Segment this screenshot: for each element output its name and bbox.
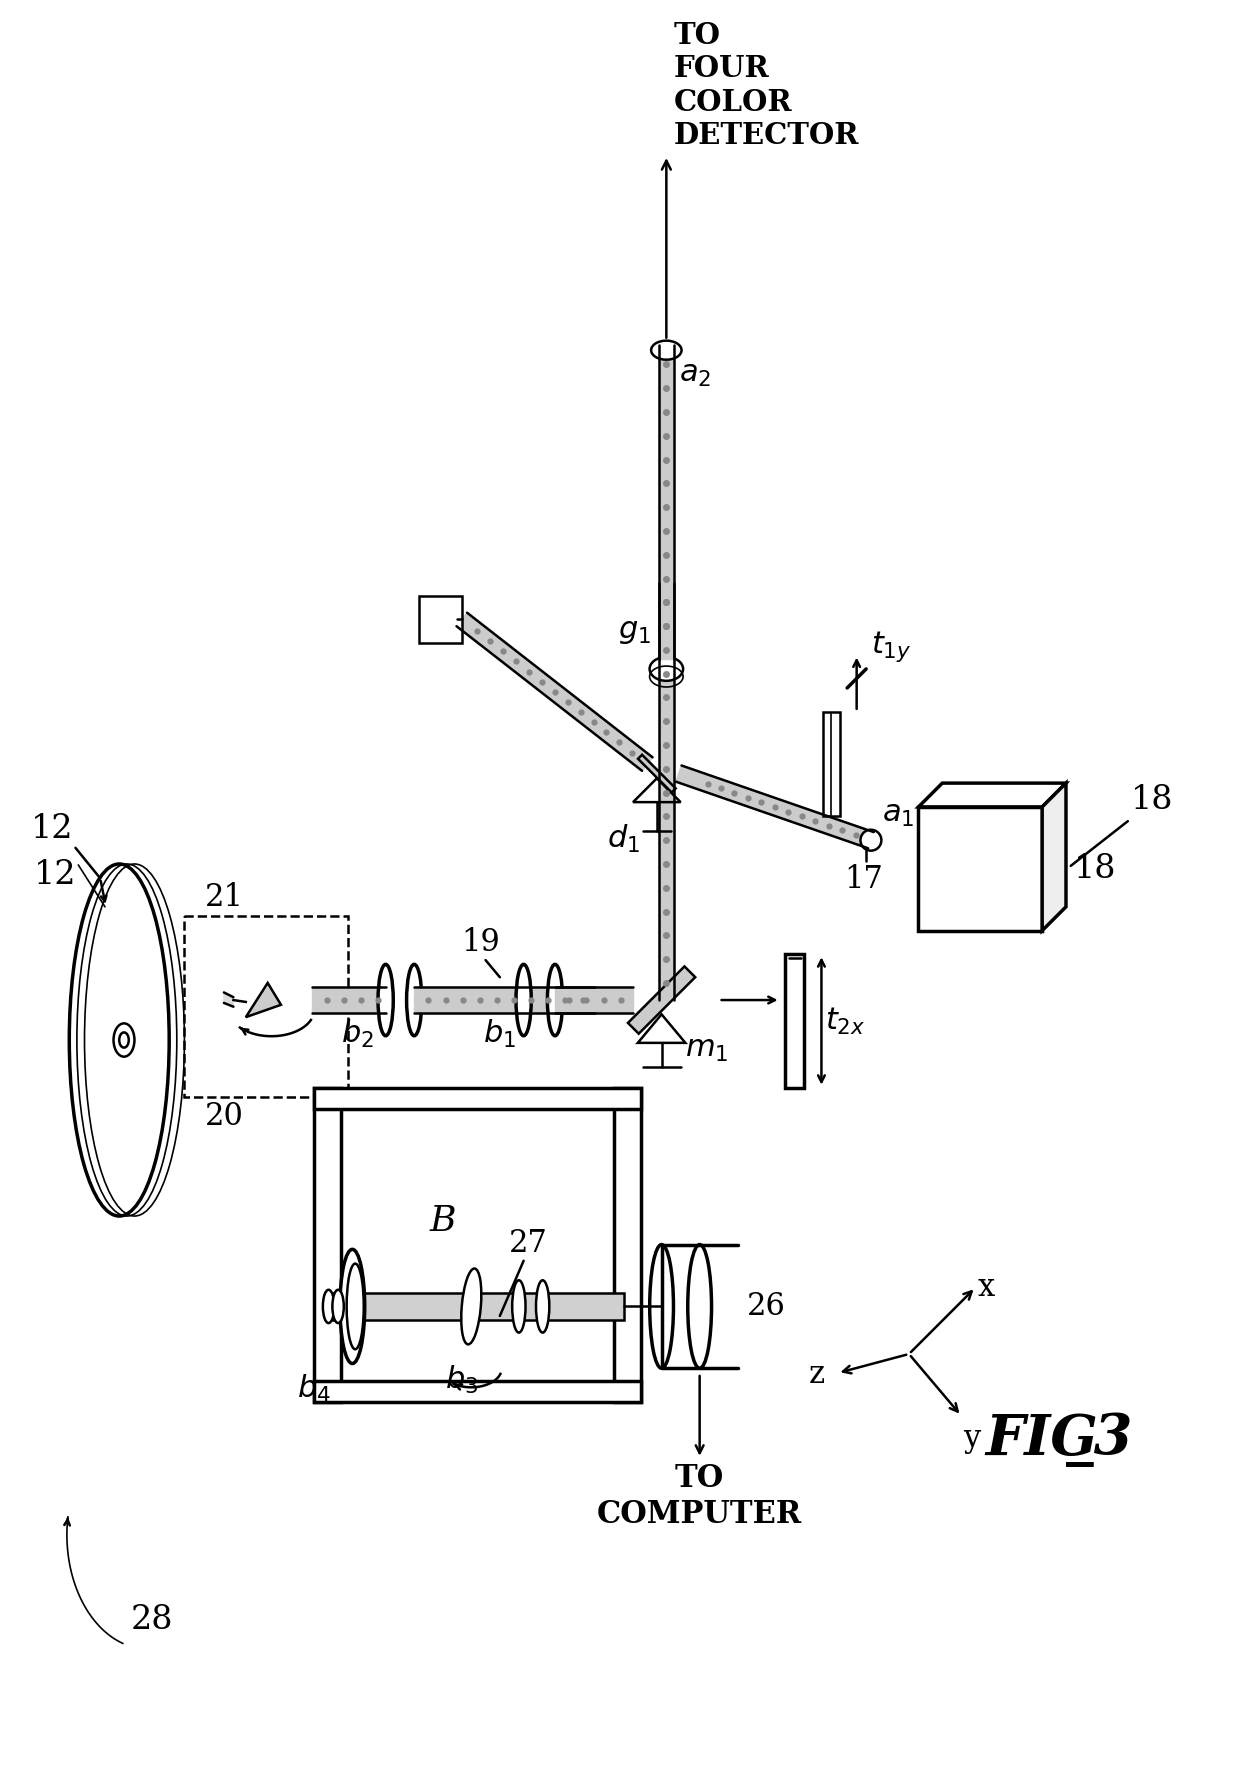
Text: x: x [977,1272,994,1302]
Text: $b_4$: $b_4$ [298,1373,331,1405]
Ellipse shape [651,340,682,360]
Text: B: B [429,1203,456,1239]
Polygon shape [676,766,874,849]
Polygon shape [823,712,841,817]
Polygon shape [312,987,386,1014]
Polygon shape [1042,783,1066,930]
Text: _3: _3 [1066,1412,1132,1467]
Ellipse shape [322,1290,335,1324]
Text: 19: 19 [461,927,500,959]
Polygon shape [246,983,281,1017]
Text: $t_{2x}$: $t_{2x}$ [826,1005,866,1037]
Polygon shape [658,346,675,659]
Polygon shape [224,992,233,1006]
Text: 26: 26 [748,1292,786,1322]
Polygon shape [639,755,676,792]
Text: 12: 12 [31,813,73,845]
Polygon shape [456,613,652,771]
Ellipse shape [861,829,882,851]
Polygon shape [314,1380,641,1402]
Polygon shape [919,806,1042,930]
Ellipse shape [650,1244,673,1368]
Text: TO
FOUR
COLOR
DETECTOR: TO FOUR COLOR DETECTOR [675,21,859,151]
Text: $b_3$: $b_3$ [445,1363,479,1396]
Bar [419,595,461,643]
Text: z: z [810,1359,826,1391]
Polygon shape [329,1294,624,1320]
Ellipse shape [461,1269,481,1345]
Ellipse shape [378,964,393,1035]
Text: $a_2$: $a_2$ [678,358,711,390]
Bar [184,916,347,1097]
Ellipse shape [407,964,422,1035]
Ellipse shape [688,1244,712,1368]
Ellipse shape [340,1249,365,1363]
Text: $a_1$: $a_1$ [883,797,915,829]
Text: 27: 27 [508,1228,548,1258]
Polygon shape [614,1088,641,1402]
Ellipse shape [332,1290,343,1324]
Text: 12: 12 [33,859,77,891]
Text: $g_1$: $g_1$ [618,615,651,647]
Text: 18: 18 [1131,785,1173,817]
Text: TO
COMPUTER: TO COMPUTER [596,1464,802,1531]
Text: 28: 28 [130,1604,172,1636]
Text: y: y [963,1423,981,1453]
Text: 17: 17 [844,865,883,895]
Ellipse shape [547,964,563,1035]
Text: 18: 18 [1074,852,1116,884]
Text: 21: 21 [205,881,243,913]
Text: 20: 20 [205,1100,243,1132]
Polygon shape [414,987,595,1014]
Text: $m_1$: $m_1$ [686,1033,729,1065]
Polygon shape [627,966,696,1033]
Polygon shape [785,955,805,1088]
Text: $t_{1y}$: $t_{1y}$ [870,629,911,664]
Ellipse shape [512,1279,526,1333]
Polygon shape [556,987,634,1014]
Ellipse shape [650,657,683,680]
Text: $b_1$: $b_1$ [484,1019,516,1051]
Polygon shape [919,783,1066,806]
Ellipse shape [516,964,531,1035]
Text: $d_1$: $d_1$ [606,824,640,856]
Polygon shape [314,1088,341,1402]
Text: FIG: FIG [985,1412,1097,1467]
Polygon shape [314,1088,641,1109]
Polygon shape [658,583,675,999]
Ellipse shape [536,1279,549,1333]
Text: $b_2$: $b_2$ [341,1019,373,1051]
